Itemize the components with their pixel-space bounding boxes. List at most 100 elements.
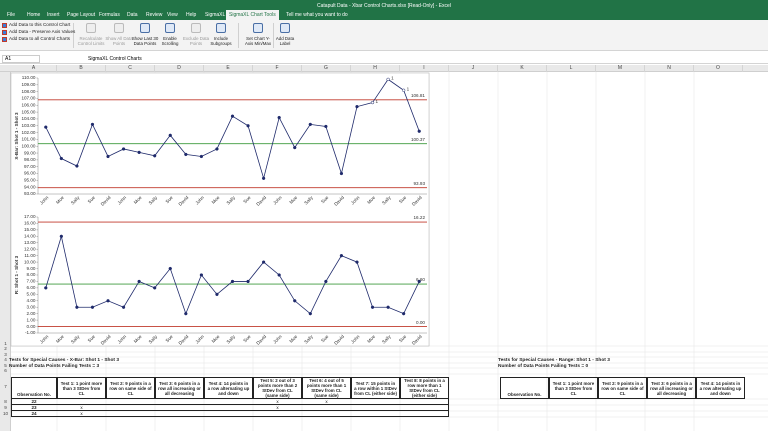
ribbon-button[interactable]: Show All Data Points	[105, 36, 133, 46]
test-flag: 1	[407, 87, 410, 92]
ribbon-icon	[191, 23, 201, 33]
ribbon-button[interactable]: Recalculate Control Limits	[77, 36, 105, 46]
y-tick-label: 93.00	[24, 191, 36, 196]
column-header[interactable]: A	[11, 65, 57, 72]
table-row-border	[11, 399, 449, 405]
table-header: Test 3: 6 points in a row all increasing…	[155, 377, 204, 399]
x-tick-label: John	[272, 195, 283, 206]
data-point	[215, 147, 219, 151]
column-header[interactable]: C	[106, 65, 155, 72]
data-point	[324, 124, 328, 129]
x-tick-label: Sally	[148, 195, 159, 206]
column-header[interactable]: L	[547, 65, 596, 72]
data-point	[90, 305, 95, 309]
row-header[interactable]: 6	[4, 368, 7, 373]
ribbon-button[interactable]: Add Data Label	[275, 36, 295, 46]
ribbon-icon	[216, 23, 226, 33]
ribbon-separator	[238, 23, 239, 48]
x-tick-label: Moe	[288, 334, 298, 344]
ribbon-tab[interactable]: SigmaXL	[205, 12, 226, 18]
x-tick-label: Moe	[366, 334, 376, 344]
y-tick-label: 6.00	[27, 285, 36, 290]
y-tick-label: 17.00	[24, 214, 36, 219]
y-tick-label: 96.00	[24, 171, 36, 176]
ribbon-tab[interactable]: Help	[186, 12, 197, 18]
data-point	[137, 279, 141, 284]
y-axis-title: X-Bar: Shot 1 - Shot 3	[14, 112, 19, 160]
y-tick-label: 9.00	[27, 266, 36, 271]
table-header: Test 1: 1 point more than 3 StDev from C…	[57, 377, 106, 399]
ribbon-button[interactable]: Show Last 30 Data Points	[131, 36, 159, 46]
row-header[interactable]: 3	[4, 352, 7, 357]
data-point	[90, 122, 95, 127]
column-header[interactable]: H	[351, 65, 400, 72]
data-point	[277, 115, 281, 120]
data-point	[246, 279, 250, 284]
data-point	[293, 145, 297, 150]
table-title: Tests for Special Causes - X-Bar: Shot 1…	[9, 358, 119, 363]
y-tick-label: 94.00	[24, 184, 36, 189]
column-header[interactable]: E	[204, 65, 253, 72]
data-point	[324, 279, 328, 284]
ribbon-button[interactable]: Exclude Data Points	[182, 36, 210, 46]
column-header[interactable]: B	[57, 65, 106, 72]
column-header[interactable]: O	[694, 65, 743, 72]
name-box[interactable]: A1	[2, 55, 40, 63]
table-header: Test 3: 6 points in a row all increasing…	[647, 377, 696, 399]
column-header[interactable]: M	[596, 65, 645, 72]
data-point	[261, 176, 266, 180]
column-header[interactable]: J	[449, 65, 498, 72]
ribbon-small-button[interactable]: Add Data - Preserve Axis Values	[9, 29, 76, 34]
row-header[interactable]: 2	[4, 346, 7, 351]
x-tick-label: John	[39, 334, 50, 345]
data-point	[261, 260, 266, 264]
row-header[interactable]: 5	[4, 363, 7, 368]
table-title: Tests for Special Causes - Range: Shot 1…	[498, 358, 610, 363]
ribbon-tab[interactable]: Data	[127, 12, 138, 18]
ribbon-tab[interactable]: SigmaXL Chart Tools	[226, 10, 279, 20]
ribbon-tab[interactable]: Insert	[47, 12, 60, 18]
row-header[interactable]: 7	[4, 384, 7, 389]
ribbon-small-button[interactable]: Add Data to this Control Chart	[9, 22, 71, 27]
ribbon-tab[interactable]: Review	[146, 12, 163, 18]
ribbon-tab[interactable]: View	[167, 12, 178, 18]
ribbon-button[interactable]: Set Chart Y-Axis Min/Max	[244, 36, 272, 46]
ribbon-tab[interactable]: Page Layout	[67, 12, 96, 18]
ribbon-button[interactable]: Enable Scrolling	[161, 36, 179, 46]
x-tick-label: Sally	[70, 334, 81, 345]
x-tick-label: Moe	[133, 195, 143, 205]
y-tick-label: 104.00	[21, 116, 35, 121]
data-point	[402, 88, 406, 92]
ribbon-icon	[86, 23, 96, 33]
table-cell: x	[325, 399, 328, 404]
row-header[interactable]: 9	[4, 405, 7, 410]
column-header[interactable]: I	[400, 65, 449, 72]
column-header[interactable]: K	[498, 65, 547, 72]
column-header[interactable]: D	[155, 65, 204, 72]
ribbon-button[interactable]: Include Subgroups	[210, 36, 232, 46]
x-tick-label: John	[272, 334, 283, 345]
table-header: Observation No.	[500, 377, 549, 399]
column-header[interactable]: G	[302, 65, 351, 72]
row-header[interactable]: 1	[4, 341, 7, 346]
data-point	[199, 154, 204, 159]
column-header[interactable]: F	[253, 65, 302, 72]
row-header[interactable]: 4	[4, 357, 7, 362]
control-limit-label: 16.22	[414, 215, 426, 220]
x-tick-label: Sally	[225, 195, 236, 206]
column-header[interactable]: N	[645, 65, 694, 72]
x-tick-label: Sally	[381, 334, 392, 345]
ribbon-tab[interactable]: Home	[27, 12, 41, 18]
data-point	[168, 133, 172, 137]
x-tick-label: John	[350, 334, 361, 345]
y-tick-label: -1.00	[25, 330, 36, 335]
table-header: Test 2: 9 points in a row on same side o…	[598, 377, 647, 399]
ribbon-tab[interactable]: Formulas	[99, 12, 120, 18]
y-tick-label: 101.00	[21, 137, 35, 142]
tell-me[interactable]: Tell me what you want to do	[286, 12, 348, 18]
ribbon-tab[interactable]: File	[7, 12, 16, 18]
row-header[interactable]: 8	[4, 399, 7, 404]
row-header[interactable]: 10	[2, 411, 9, 416]
ribbon-small-button[interactable]: Add Data to all Control Charts	[9, 36, 71, 41]
x-tick-label: Sally	[303, 195, 314, 206]
